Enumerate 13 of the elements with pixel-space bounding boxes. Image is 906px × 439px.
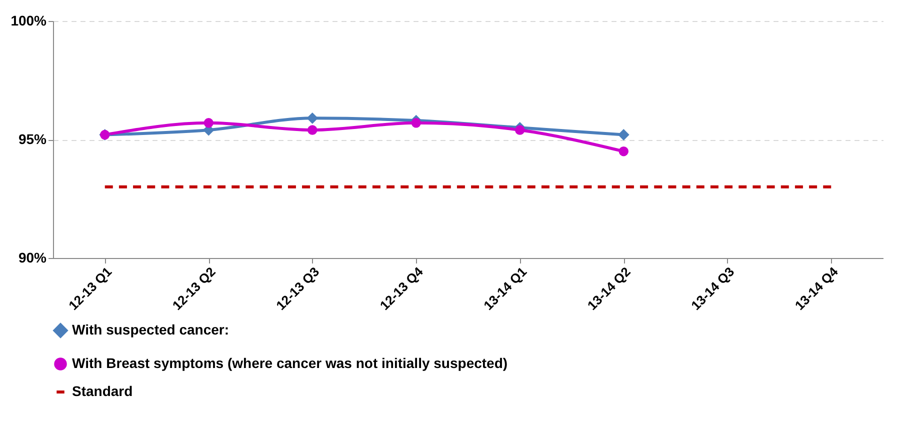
legend-label: With suspected cancer: [72,322,230,338]
legend-label: With Breast symptoms (where cancer was not initially suspected) [72,355,508,371]
y-tick-label: 95% [18,131,48,147]
y-tick-label: 100% [10,12,48,28]
point [308,125,318,135]
point [515,125,525,135]
y-tick-label: 90% [18,250,48,266]
point [618,146,628,156]
legend-label: Standard [72,383,133,399]
point [411,118,421,128]
point [204,118,214,128]
point [618,129,630,140]
point [306,112,318,124]
